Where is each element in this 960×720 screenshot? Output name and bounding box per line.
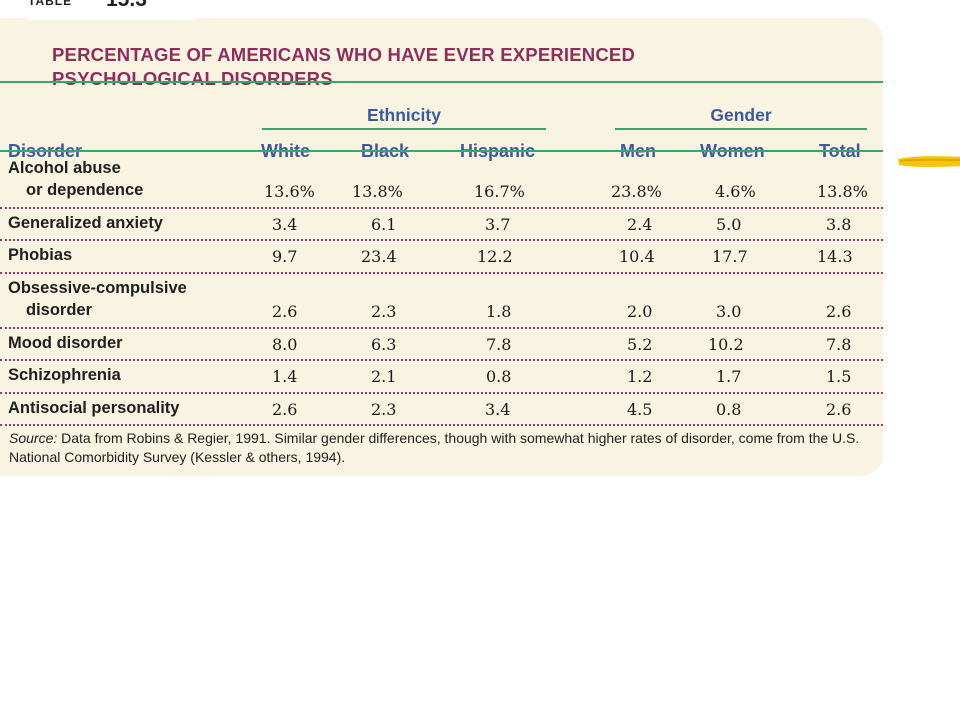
cell-schizophrenia-white: 1.4 [272, 367, 298, 386]
row-label-alcohol-cont: or dependence [26, 181, 144, 199]
header-bottom-rule [0, 150, 883, 152]
cell-antisocial-women: 0.8 [716, 400, 742, 419]
row-divider [0, 424, 883, 426]
row-divider [0, 327, 883, 329]
cell-ocd-white: 2.6 [272, 302, 298, 321]
cell-schizophrenia-black: 2.1 [371, 367, 397, 386]
cell-ocd-men: 2.0 [627, 302, 653, 321]
title-line-2: PSYCHOLOGICAL DISORDERS [52, 68, 333, 89]
row-label-antisocial: Antisocial personality [8, 399, 180, 417]
row-label-phobias: Phobias [8, 246, 73, 264]
table-label-prefix: TABLE [28, 0, 73, 8]
cell-anxiety-men: 2.4 [627, 215, 653, 234]
cell-antisocial-black: 2.3 [371, 400, 397, 419]
cell-antisocial-total: 2.6 [826, 400, 852, 419]
group-header-ethnicity: Ethnicity [367, 105, 441, 125]
header-top-rule [0, 81, 883, 83]
cell-schizophrenia-women: 1.7 [716, 367, 742, 386]
cell-alcohol-hispanic: 16.7% [474, 182, 525, 201]
cell-antisocial-hispanic: 3.4 [485, 400, 511, 419]
source-text: Data from Robins & Regier, 1991. Similar… [9, 430, 860, 465]
cell-phobias-white: 9.7 [272, 247, 298, 266]
highlighter-mark [898, 156, 960, 167]
cell-mood-black: 6.3 [371, 335, 397, 354]
title-line-1: PERCENTAGE OF AMERICANS WHO HAVE EVER EX… [52, 44, 636, 65]
cell-antisocial-white: 2.6 [272, 400, 298, 419]
cell-anxiety-white: 3.4 [272, 215, 298, 234]
cell-alcohol-black: 13.8% [352, 182, 403, 201]
cell-alcohol-total: 13.8% [817, 182, 868, 201]
row-label-ocd-cont: disorder [26, 301, 93, 319]
cell-phobias-women: 17.7 [712, 247, 748, 266]
cell-mood-hispanic: 7.8 [486, 335, 512, 354]
cell-phobias-hispanic: 12.2 [477, 247, 513, 266]
cell-phobias-black: 23.4 [361, 247, 397, 266]
table-title: PERCENTAGE OF AMERICANS WHO HAVE EVER EX… [52, 43, 635, 91]
table-panel: PERCENTAGE OF AMERICANS WHO HAVE EVER EX… [0, 18, 883, 476]
cell-phobias-men: 10.4 [619, 247, 655, 266]
cell-anxiety-black: 6.1 [371, 215, 397, 234]
row-label-mood: Mood disorder [8, 334, 123, 352]
cell-ocd-women: 3.0 [716, 302, 742, 321]
cell-mood-women: 10.2 [708, 335, 744, 354]
row-label-schizophrenia: Schizophrenia [8, 366, 121, 384]
table-label: TABLE 15.3 [26, 0, 196, 20]
table-label-number: 15.3 [106, 0, 147, 12]
cell-alcohol-men: 23.8% [611, 182, 662, 201]
cell-anxiety-women: 5.0 [716, 215, 742, 234]
cell-ocd-hispanic: 1.8 [486, 302, 512, 321]
row-divider [0, 272, 883, 274]
cell-schizophrenia-men: 1.2 [627, 367, 653, 386]
cell-ocd-black: 2.3 [371, 302, 397, 321]
group-line-gender [615, 128, 867, 130]
row-label-alcohol: Alcohol abuse [8, 159, 121, 177]
cell-anxiety-hispanic: 3.7 [485, 215, 511, 234]
cell-ocd-total: 2.6 [826, 302, 852, 321]
cell-schizophrenia-total: 1.5 [826, 367, 852, 386]
source-note: Source: Data from Robins & Regier, 1991.… [9, 429, 879, 467]
row-divider [0, 392, 883, 394]
group-line-ethnicity [262, 128, 546, 130]
group-header-gender: Gender [710, 105, 772, 125]
row-divider [0, 239, 883, 241]
cell-alcohol-white: 13.6% [264, 182, 315, 201]
row-label-ocd: Obsessive-compulsive [8, 279, 187, 297]
row-divider [0, 359, 883, 361]
cell-antisocial-men: 4.5 [627, 400, 653, 419]
row-divider [0, 207, 883, 209]
cell-mood-white: 8.0 [272, 335, 298, 354]
cell-alcohol-women: 4.6% [715, 182, 756, 201]
cell-anxiety-total: 3.8 [826, 215, 852, 234]
source-label: Source: [9, 430, 58, 446]
cell-mood-total: 7.8 [826, 335, 852, 354]
cell-mood-men: 5.2 [627, 335, 653, 354]
cell-phobias-total: 14.3 [817, 247, 853, 266]
cell-schizophrenia-hispanic: 0.8 [486, 367, 512, 386]
row-label-anxiety: Generalized anxiety [8, 214, 163, 232]
